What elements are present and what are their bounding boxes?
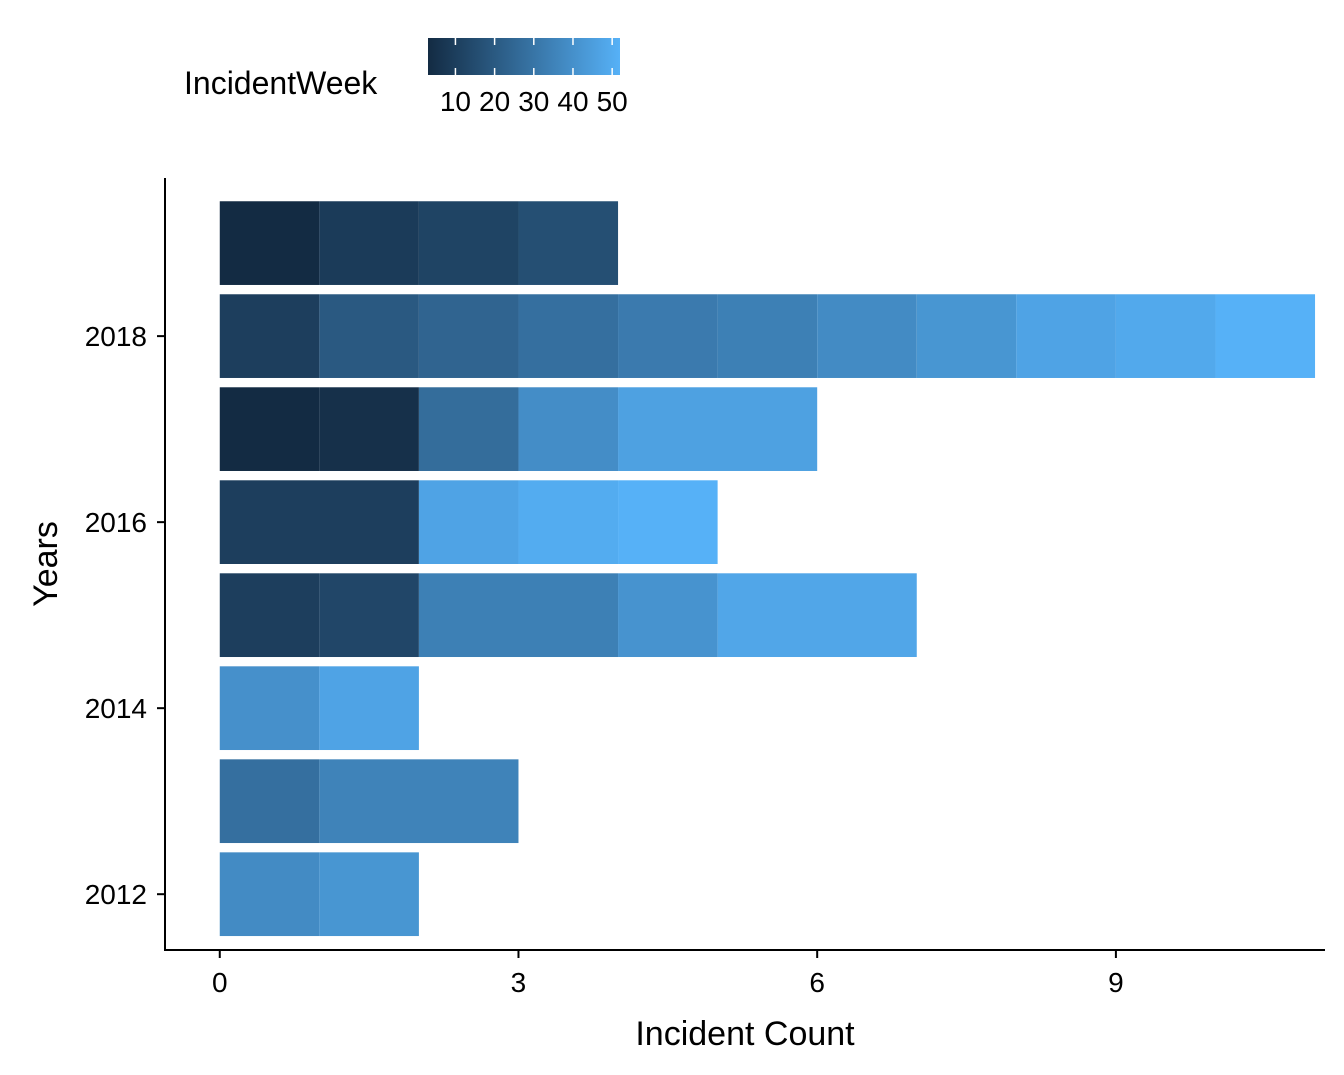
- y-tick-label-2014: 2014: [85, 693, 147, 724]
- bar-segment-2018-week-20: [319, 294, 419, 378]
- bar-segment-2018-week-32: [618, 294, 718, 378]
- bar-segment-2016-week-47: [418, 480, 519, 564]
- bar-segment-2012-week-38: [219, 852, 320, 937]
- y-ticks: 2012 2014 2016 2018: [85, 321, 165, 910]
- legend-tick-label-20: 20: [479, 86, 510, 117]
- legend-tick-label-50: 50: [597, 86, 628, 117]
- x-axis-title: Incident Count: [635, 1015, 855, 1053]
- bar-segment-2016-week-50: [518, 480, 619, 564]
- legend-ticks: 10 20 30 40 50: [440, 38, 628, 117]
- bar-segment-2015-week-34: [418, 573, 619, 658]
- axes: 2012 2014 2016 2018 0 3 6 9: [85, 178, 1325, 998]
- bar-segment-2015-week-41: [618, 573, 718, 658]
- legend-colorbar: [428, 38, 620, 75]
- bar-segment-2019-week-3: [219, 201, 320, 285]
- bar-segment-2018-week-10: [219, 294, 320, 378]
- bar-segment-2014-week-40: [219, 666, 320, 751]
- bar-segment-2017-week-46: [618, 387, 818, 471]
- bar-segment-2013-week-35: [319, 759, 519, 844]
- bar-segment-2012-week-42: [319, 852, 419, 937]
- legend-title: IncidentWeek: [184, 65, 378, 101]
- bar-segment-2018-week-42: [916, 294, 1017, 378]
- bar-segment-2018-week-49: [1115, 294, 1216, 378]
- bar-segment-2015-week-10: [219, 573, 320, 658]
- bar-segment-2019-week-9: [319, 201, 419, 285]
- x-ticks: 0 3 6 9: [212, 950, 1124, 998]
- y-axis-title: Years: [27, 521, 65, 607]
- bar-segment-2016-week-52: [618, 480, 718, 564]
- y-tick-label-2016: 2016: [85, 507, 147, 538]
- bar-segment-2018-week-38: [817, 294, 917, 378]
- bar-segment-2019-week-16: [518, 201, 619, 285]
- bar-layer: [219, 201, 1316, 937]
- bar-segment-2015-week-48: [717, 573, 917, 658]
- bar-segment-2019-week-12: [418, 201, 519, 285]
- bar-segment-2018-week-52: [1215, 294, 1316, 378]
- bar-segment-2015-week-13: [319, 573, 419, 658]
- y-tick-label-2018: 2018: [85, 321, 147, 352]
- bar-segment-2014-week-47: [319, 666, 419, 751]
- x-tick-label-0: 0: [212, 967, 228, 998]
- x-tick-label-6: 6: [809, 967, 825, 998]
- bar-segment-2018-week-47: [1016, 294, 1116, 378]
- bar-segment-2017-week-3: [219, 387, 320, 471]
- legend-tick-label-10: 10: [440, 86, 471, 117]
- x-tick-label-9: 9: [1108, 967, 1124, 998]
- legend: IncidentWeek 10 20 30 40 50: [184, 38, 628, 117]
- bar-segment-2017-week-39: [518, 387, 619, 471]
- bar-segment-2016-week-10: [219, 480, 419, 564]
- bar-segment-2013-week-28: [219, 759, 320, 844]
- bar-segment-2017-week-5: [319, 387, 419, 471]
- bar-segment-2018-week-34: [717, 294, 818, 378]
- legend-tick-label-40: 40: [557, 86, 588, 117]
- y-tick-label-2012: 2012: [85, 879, 147, 910]
- bar-segment-2018-week-28: [518, 294, 619, 378]
- x-tick-label-3: 3: [511, 967, 527, 998]
- legend-tick-label-30: 30: [518, 86, 549, 117]
- bar-segment-2018-week-24: [418, 294, 519, 378]
- bar-segment-2017-week-27: [418, 387, 519, 471]
